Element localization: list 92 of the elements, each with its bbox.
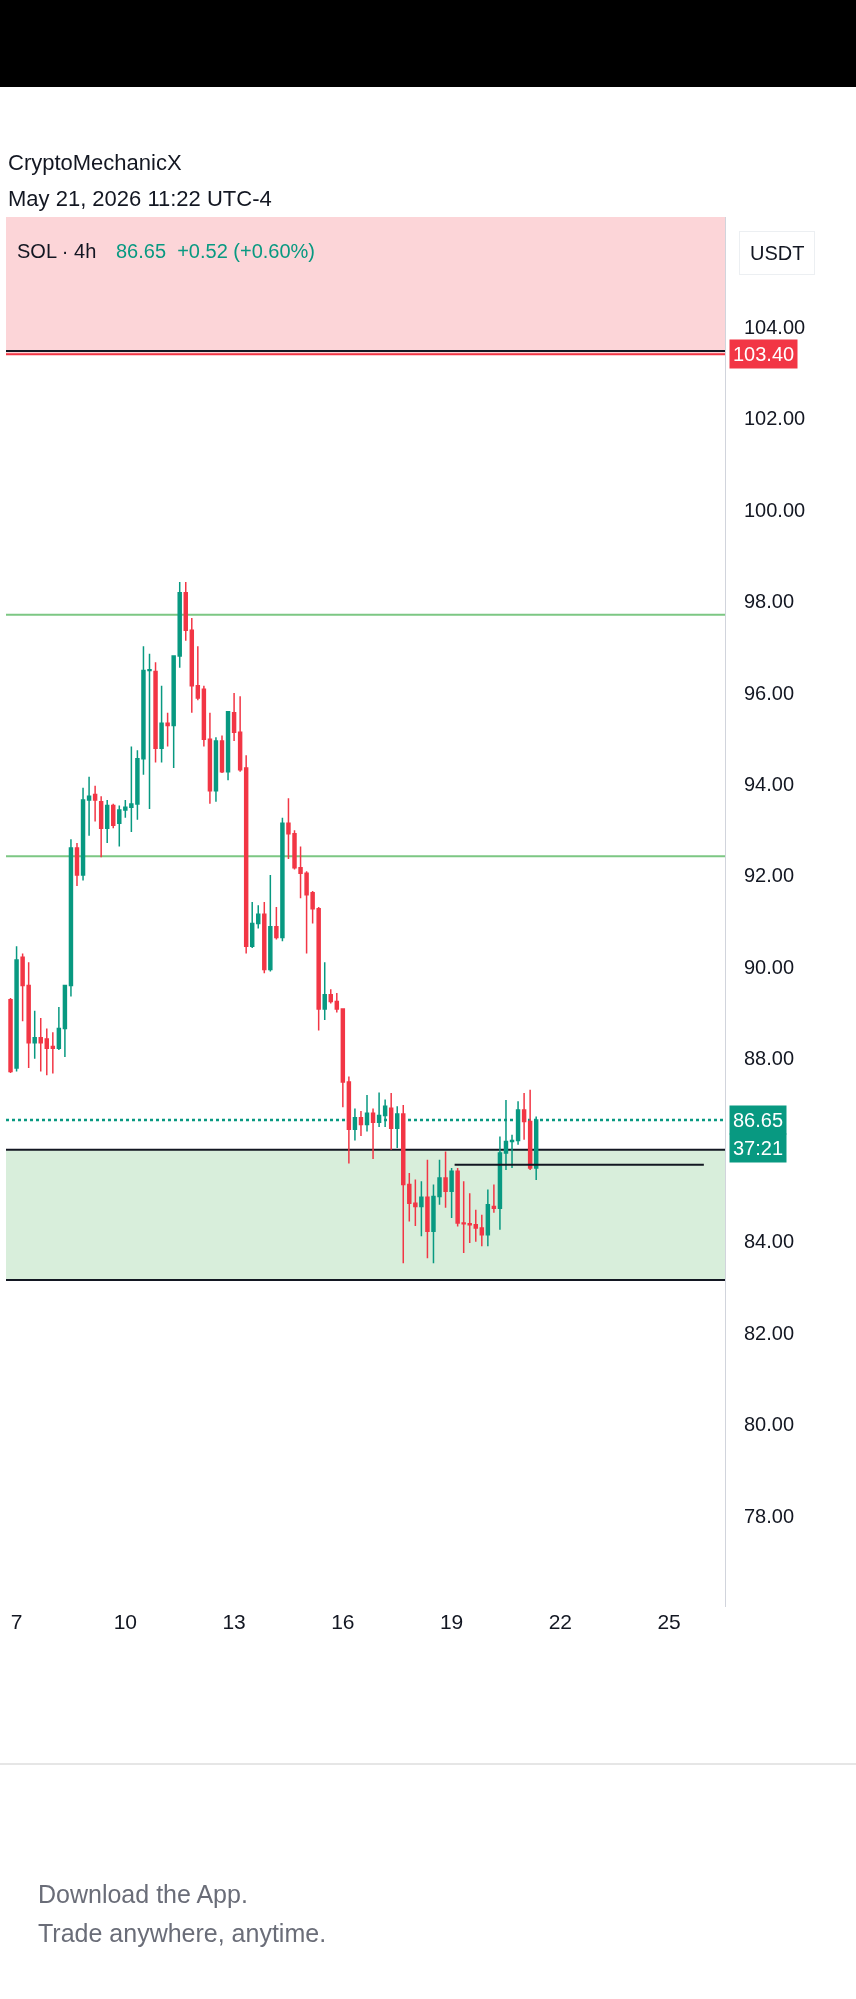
y-axis-title: USDT — [750, 242, 805, 264]
candlestick — [159, 684, 164, 764]
text: Trade anywhere, anytime. — [38, 1919, 327, 1948]
y-tick-label: 92.00 — [744, 864, 795, 887]
y-tick-label: 94.00 — [744, 772, 795, 795]
candlestick — [388, 1092, 394, 1151]
y-tick-label: 90.00 — [744, 955, 795, 978]
candlestick — [213, 736, 219, 803]
candlestick — [44, 1027, 50, 1076]
candlestick — [62, 984, 68, 1058]
candlestick — [334, 992, 340, 1014]
candlestick — [68, 838, 74, 998]
candlestick — [443, 1150, 448, 1209]
candlestick — [394, 1105, 400, 1149]
candlestick — [262, 901, 267, 975]
y-tick-label: 102.00 — [744, 407, 806, 430]
candlestick — [86, 775, 92, 837]
candlestick — [249, 901, 255, 949]
ref-line-label: 86.65 — [733, 1109, 784, 1131]
candlestick — [449, 1167, 454, 1219]
chart-title: CryptoMechanicX — [8, 150, 182, 176]
candlestick — [527, 1089, 533, 1171]
candlestick — [219, 734, 225, 774]
candlestick — [322, 961, 327, 1021]
y-tick-label: 98.00 — [744, 590, 795, 613]
y-tick-label: 82.00 — [744, 1321, 795, 1344]
annotation: 86.65 +0.52 (+0.60%) — [116, 240, 316, 262]
candlestick — [533, 1115, 539, 1181]
candlestick — [231, 692, 237, 742]
candlestick — [153, 661, 158, 764]
candlestick — [165, 711, 170, 748]
candlestick — [14, 945, 19, 1073]
candlestick — [364, 1094, 370, 1133]
candlestick — [401, 1104, 406, 1264]
candlestick — [479, 1213, 485, 1247]
y-tick-label: 84.00 — [744, 1230, 795, 1253]
candlestick — [509, 1133, 515, 1169]
candlestick — [521, 1092, 527, 1141]
candlestick — [201, 684, 207, 748]
candlestick — [74, 842, 80, 887]
candlestick — [274, 906, 279, 941]
y-tick-label: 88.00 — [744, 1047, 795, 1070]
candlestick — [340, 1008, 346, 1108]
x-tick-label: 22 — [548, 1610, 573, 1633]
x-tick-label: 13 — [222, 1610, 246, 1633]
candlestick — [256, 904, 261, 930]
y-tick-label: 78.00 — [744, 1504, 795, 1527]
candlestick — [497, 1135, 503, 1231]
candlestick — [268, 874, 273, 973]
candlestick — [376, 1091, 382, 1128]
candlestick — [419, 1180, 424, 1237]
candlestick — [38, 1017, 43, 1073]
candlestick — [207, 711, 213, 805]
candlestick — [195, 645, 201, 702]
candlestick — [189, 617, 195, 714]
y-tick-label: 96.00 — [744, 681, 795, 704]
candlestick — [515, 1100, 521, 1146]
chart-subtitle: May 21, 2026 11:22 UTC-4 — [8, 186, 272, 212]
candlestick — [50, 1031, 56, 1075]
candlestick — [56, 1006, 62, 1051]
x-tick-label: 25 — [657, 1610, 681, 1633]
candlestick — [491, 1183, 497, 1214]
candlestick — [183, 581, 188, 642]
candlestick — [32, 1010, 37, 1060]
candlestick — [352, 1107, 358, 1142]
candlestick — [328, 988, 333, 1005]
y-tick-label: 80.00 — [744, 1413, 795, 1436]
ref-line-label: 103.40 — [733, 343, 795, 365]
candlestick — [425, 1159, 430, 1259]
candlestick — [473, 1208, 478, 1243]
candlestick — [346, 1075, 352, 1165]
candlestick — [370, 1107, 376, 1160]
candlestick — [92, 785, 98, 823]
candlestick — [225, 710, 231, 782]
candlestick — [237, 695, 243, 773]
annotation: SOL · 4h — [17, 240, 97, 262]
y-tick-label: 104.00 — [744, 315, 806, 338]
text: 37:21 — [733, 1137, 784, 1159]
candlestick — [358, 1110, 364, 1137]
candlestick — [485, 1188, 491, 1247]
candlestick — [98, 795, 104, 858]
candlestick — [80, 786, 86, 882]
x-tick-label: 7 — [10, 1610, 23, 1633]
x-tick-label: 16 — [331, 1610, 355, 1633]
candlestick — [243, 754, 249, 955]
candlestick — [280, 817, 285, 943]
x-tick-label: 10 — [113, 1610, 138, 1633]
candlestick — [8, 997, 13, 1074]
y-tick-label: 100.00 — [744, 498, 806, 521]
text: Download the App. — [38, 1880, 248, 1909]
candlestick — [104, 799, 110, 844]
x-tick-label: 19 — [439, 1610, 464, 1633]
